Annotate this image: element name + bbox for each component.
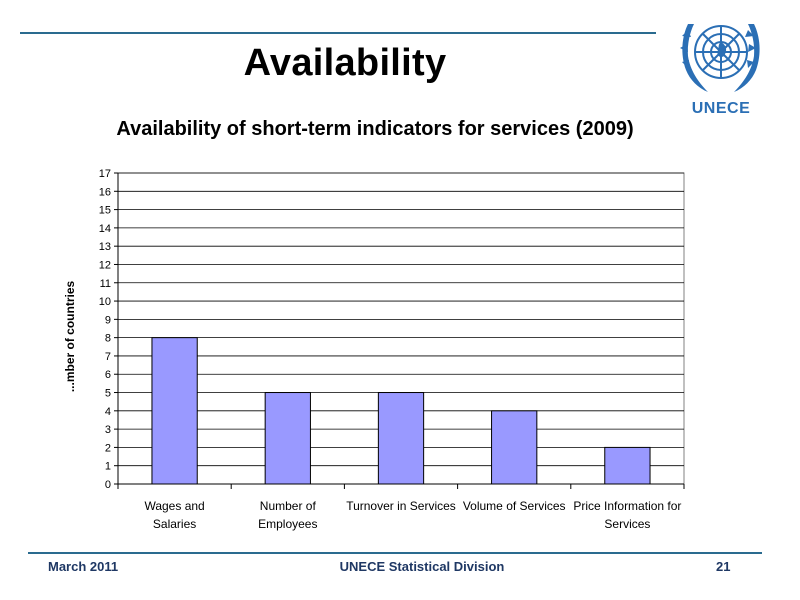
x-category-label: Wages and <box>144 499 204 513</box>
bottom-rule <box>28 552 762 554</box>
y-tick-label: 12 <box>99 259 111 271</box>
y-tick-label: 9 <box>105 314 111 326</box>
x-category-label: Employees <box>258 517 317 531</box>
y-tick-label: 0 <box>105 479 111 491</box>
y-tick-label: 10 <box>99 296 111 308</box>
y-tick-label: 3 <box>105 424 111 436</box>
bar <box>377 392 425 485</box>
y-tick-label: 7 <box>105 351 111 363</box>
footer-date: March 2011 <box>48 559 119 574</box>
y-tick-label: 4 <box>105 406 111 418</box>
bar <box>604 446 651 485</box>
page-number: 21 <box>716 559 731 574</box>
x-category-label: Services <box>604 517 650 531</box>
y-tick-label: 15 <box>99 205 111 217</box>
y-tick-label: 11 <box>100 278 111 290</box>
unece-logo: UNECE <box>668 12 774 124</box>
y-tick-label: 13 <box>99 241 111 253</box>
y-tick-label: 2 <box>105 442 111 454</box>
top-rule <box>20 32 656 34</box>
x-category-label: Salaries <box>153 517 196 531</box>
y-tick-label: 1 <box>105 461 111 473</box>
x-category-label: Turnover in Services <box>346 499 456 513</box>
logo-text: UNECE <box>691 100 751 117</box>
chart-title: Availability of short-term indicators fo… <box>116 118 634 140</box>
y-tick-label: 6 <box>105 369 111 381</box>
y-tick-label: 17 <box>99 168 111 180</box>
y-tick-label: 5 <box>105 388 111 400</box>
footer-organization: UNECE Statistical Division <box>339 559 505 574</box>
y-axis-label: ...mber of countries <box>63 281 77 393</box>
un-emblem-icon <box>680 24 760 92</box>
bar <box>264 392 311 485</box>
bar <box>151 337 198 485</box>
y-tick-label: 16 <box>99 186 111 198</box>
y-tick-label: 14 <box>99 223 111 235</box>
bar <box>491 410 538 485</box>
slide-title: Availability <box>243 42 447 84</box>
x-category-label: Price Information for <box>573 499 681 513</box>
x-category-label: Volume of Services <box>463 499 566 513</box>
y-tick-label: 8 <box>105 333 111 345</box>
x-category-label: Number of <box>260 499 317 513</box>
